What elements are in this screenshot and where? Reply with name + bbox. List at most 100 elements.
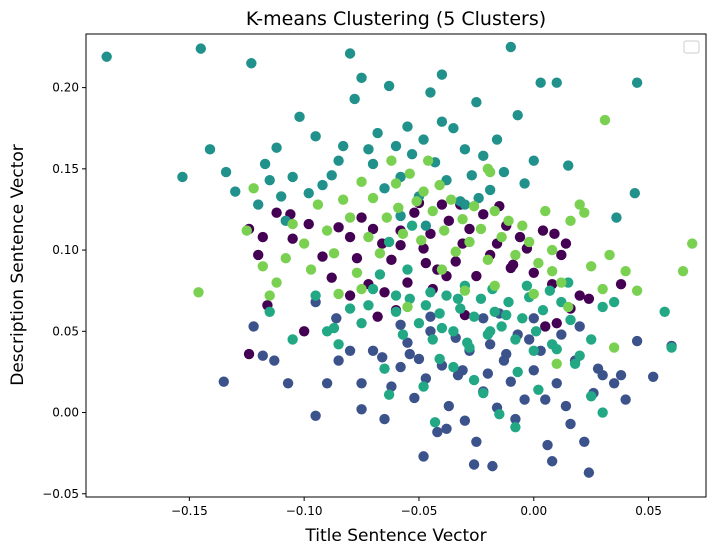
cluster-3-point — [434, 308, 445, 319]
cluster-0-point — [395, 239, 406, 251]
cluster-0-point — [551, 317, 562, 329]
cluster-2-point — [402, 121, 413, 132]
cluster-2-point — [395, 210, 406, 222]
cluster-4-point — [563, 301, 574, 313]
cluster-0-point — [583, 293, 595, 305]
cluster-3-point — [510, 334, 521, 345]
cluster-2-point — [528, 155, 539, 166]
cluster-0-point — [549, 228, 560, 240]
cluster-3-point — [551, 343, 562, 355]
cluster-3-point — [363, 300, 374, 311]
cluster-1-point — [468, 459, 480, 470]
cluster-2-point — [326, 170, 337, 181]
cluster-4-point — [482, 163, 494, 175]
cluster-4-point — [363, 231, 374, 243]
cluster-1-point — [402, 337, 413, 348]
cluster-3-point — [452, 293, 464, 305]
cluster-0-point — [443, 215, 455, 227]
plot-frame — [85, 33, 707, 498]
cluster-1-point — [528, 365, 539, 376]
cluster-4-point — [620, 265, 631, 277]
cluster-3-point — [455, 303, 466, 314]
cluster-2-point — [448, 123, 459, 134]
cluster-4-point — [351, 267, 363, 279]
cluster-3-point — [356, 317, 367, 329]
cluster-0-point — [253, 249, 264, 261]
cluster-2-point — [259, 158, 271, 170]
cluster-0-point — [287, 233, 298, 244]
cluster-0-point — [471, 270, 482, 282]
cluster-3-point — [390, 306, 402, 317]
cluster-3-point — [397, 329, 409, 340]
cluster-0-point — [418, 243, 429, 254]
cluster-1-point — [501, 348, 512, 360]
cluster-4-point — [344, 212, 356, 223]
cluster-3-point — [666, 342, 677, 353]
cluster-2-point — [367, 158, 379, 170]
cluster-4-point — [631, 285, 643, 296]
cluster-4-point — [503, 215, 514, 227]
cluster-2-point — [473, 192, 484, 204]
cluster-1-point — [331, 313, 342, 324]
cluster-4-point — [390, 178, 402, 189]
cluster-4-point — [402, 301, 413, 313]
cluster-1-point — [519, 394, 530, 405]
cluster-4-point — [264, 290, 275, 301]
cluster-3-point — [512, 366, 523, 378]
cluster-0-point — [574, 290, 585, 301]
points-layer — [101, 41, 698, 478]
cluster-4-point — [328, 248, 340, 259]
cluster-2-point — [491, 134, 503, 145]
cluster-1-point — [608, 378, 620, 389]
cluster-2-point — [551, 77, 562, 88]
cluster-3-point — [406, 220, 418, 231]
cluster-0-point — [478, 209, 489, 220]
cluster-0-point — [450, 256, 461, 267]
cluster-0-point — [537, 225, 549, 236]
x-tick-label: −0.15 — [171, 504, 208, 518]
cluster-0-point — [344, 290, 356, 301]
cluster-2-point — [512, 110, 523, 121]
cluster-4-point — [333, 288, 344, 300]
cluster-0-point — [326, 272, 337, 283]
cluster-3-point — [429, 417, 441, 428]
cluster-4-point — [436, 264, 448, 275]
cluster-4-point — [422, 155, 434, 166]
cluster-2-point — [459, 144, 471, 155]
cluster-3-point — [475, 293, 487, 305]
cluster-3-point — [383, 389, 395, 400]
cluster-3-point — [383, 236, 395, 248]
cluster-4-point — [528, 288, 539, 300]
cluster-2-point — [505, 41, 517, 53]
cluster-4-point — [459, 285, 471, 296]
cluster-0-point — [298, 326, 310, 337]
cluster-4-point — [510, 249, 521, 261]
cluster-3-point — [448, 326, 459, 337]
cluster-1-point — [546, 456, 558, 467]
cluster-1-point — [404, 348, 415, 360]
cluster-4-point — [356, 176, 367, 188]
cluster-3-point — [489, 306, 500, 317]
cluster-1-point — [583, 467, 595, 478]
cluster-3-point — [569, 358, 581, 369]
cluster-1-point — [592, 363, 604, 374]
cluster-3-point — [530, 326, 542, 337]
cluster-3-point — [425, 287, 436, 298]
cluster-2-point — [253, 199, 264, 210]
cluster-4-point — [381, 212, 393, 223]
x-tick-label: −0.10 — [286, 504, 323, 518]
cluster-1-point — [413, 353, 425, 365]
cluster-4-point — [337, 194, 349, 205]
cluster-1-point — [321, 378, 333, 389]
cluster-2-point — [303, 188, 314, 199]
cluster-0-point — [386, 254, 397, 266]
cluster-4-point — [434, 179, 445, 191]
cluster-4-point — [468, 201, 480, 212]
cluster-2-point — [363, 144, 374, 155]
cluster-3-point — [287, 334, 298, 345]
cluster-0-point — [514, 231, 526, 243]
cluster-4-point — [312, 199, 324, 210]
y-tick-label: 0.20 — [52, 81, 79, 95]
cluster-3-point — [344, 303, 356, 314]
